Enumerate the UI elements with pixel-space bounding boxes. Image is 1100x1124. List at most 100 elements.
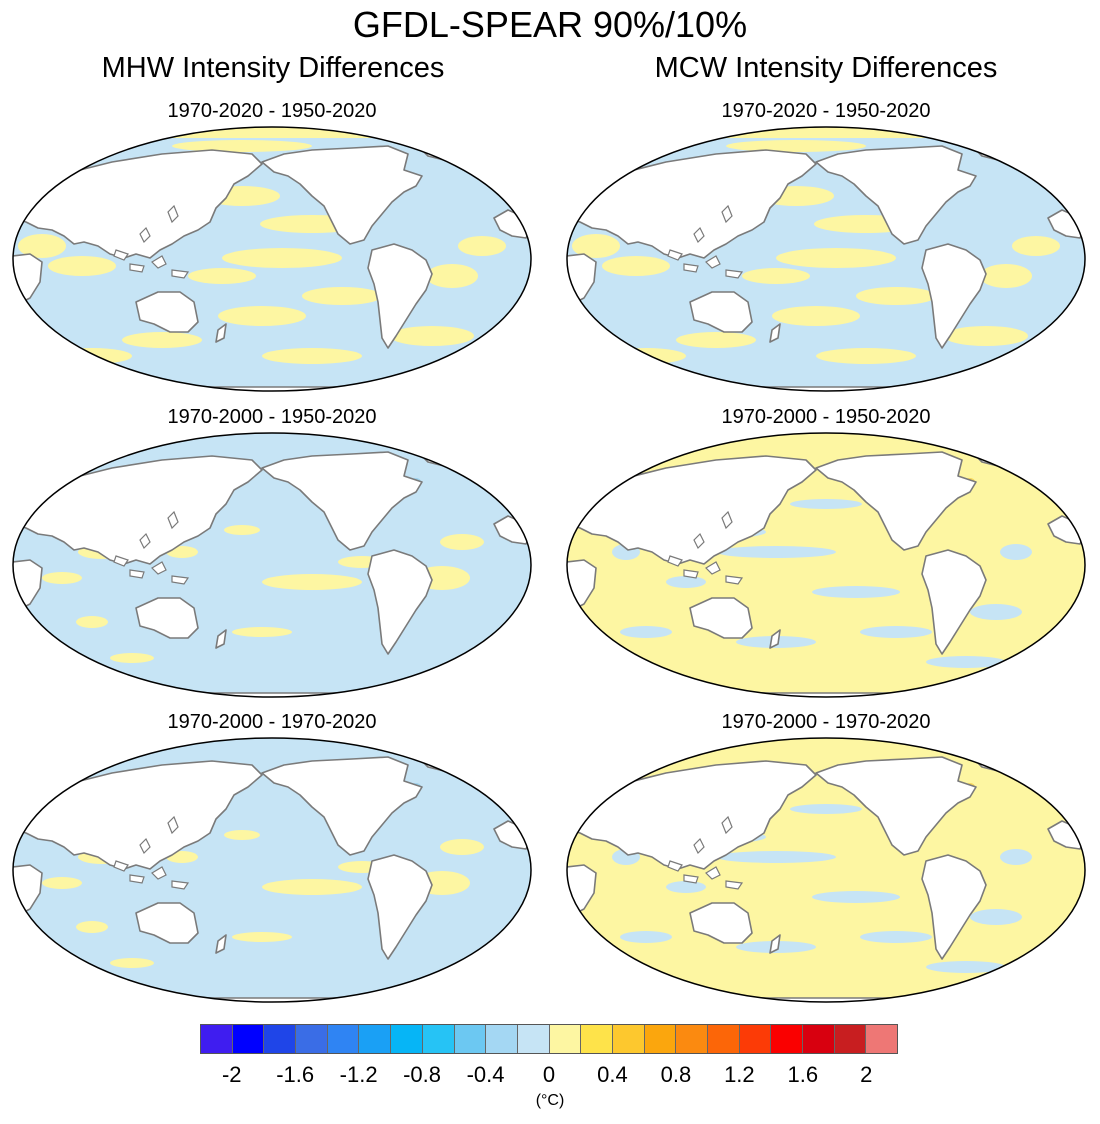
- island: [151, 866, 167, 880]
- anomaly-patch: [726, 140, 866, 152]
- landmass-eurasia: [13, 760, 263, 870]
- map-border: [12, 126, 532, 392]
- anomaly-patch: [122, 332, 202, 348]
- anomaly-patch: [76, 921, 108, 933]
- figure-title: GFDL-SPEAR 90%/10%: [352, 4, 748, 45]
- island: [693, 837, 705, 855]
- landmass-eurasia: [567, 455, 817, 565]
- anomaly-patch: [572, 234, 620, 258]
- colorbar-swatch: [296, 1025, 328, 1053]
- island: [151, 255, 167, 269]
- landmass-nz: [769, 323, 781, 343]
- landmass-eurasia: [567, 760, 817, 870]
- panel-title-mhw-3: 1970-2000 - 1970-2020: [167, 711, 377, 733]
- colorbar-tick-label: 1.6: [787, 1062, 819, 1087]
- landmass-south-america: [367, 243, 433, 349]
- landmass-south-america: [921, 243, 987, 349]
- island: [139, 226, 151, 244]
- anomaly-patch: [860, 931, 932, 943]
- island: [129, 263, 145, 273]
- anomaly-patch: [440, 839, 484, 855]
- map-border: [566, 737, 1086, 1003]
- panel-title-mcw-2: 1970-2000 - 1950-2020: [721, 406, 931, 428]
- anomaly-spot: [402, 441, 414, 451]
- colorbar-swatch: [454, 1025, 487, 1053]
- landmass-south-america: [921, 549, 987, 655]
- anomaly-patch: [970, 604, 1022, 620]
- anomaly-patch: [790, 804, 862, 814]
- landmass-alaska-na: [261, 756, 423, 856]
- anomaly-patch: [812, 586, 900, 598]
- landmass-alaska-na: [815, 451, 977, 551]
- anomaly-patch: [224, 525, 260, 535]
- anomaly-patch: [856, 287, 936, 305]
- anomaly-patch: [218, 306, 306, 326]
- anomaly-patch: [742, 268, 810, 284]
- island: [721, 510, 733, 530]
- island: [113, 860, 129, 872]
- colorbar-tick-label: -2: [221, 1062, 242, 1087]
- map-mhw-1970-2020-vs-1950-2020: [12, 126, 532, 392]
- colorbar-swatch: [359, 1025, 392, 1053]
- colorbar-tick-label: 0.8: [660, 1062, 692, 1087]
- island: [129, 569, 145, 579]
- anomaly-patch: [926, 656, 1006, 668]
- map-border: [566, 432, 1086, 698]
- anomaly-patch: [812, 891, 900, 903]
- island: [721, 815, 733, 835]
- landmass-south-america: [367, 549, 433, 655]
- island: [683, 874, 699, 884]
- anomaly-patch: [172, 140, 312, 152]
- island: [171, 269, 190, 279]
- landmass-nz: [215, 629, 227, 649]
- island: [167, 815, 179, 835]
- anomaly-patch: [188, 268, 256, 284]
- colorbar-units: (°C): [535, 1092, 565, 1109]
- landmass-australia: [135, 291, 199, 333]
- panel-title-mhw-2: 1970-2000 - 1950-2020: [167, 406, 377, 428]
- landmass-eurasia: [13, 149, 263, 259]
- island: [113, 555, 129, 567]
- landmass-australia: [135, 902, 199, 944]
- colorbar-tick-label: -1.6: [276, 1062, 315, 1087]
- landmass-nz: [215, 934, 227, 954]
- island: [705, 255, 721, 269]
- landmass-alaska-na: [815, 145, 977, 245]
- anomaly-patch: [790, 499, 862, 509]
- anomaly-patch: [676, 332, 756, 348]
- colorbar-swatch: [834, 1025, 867, 1053]
- anomaly-patch: [440, 534, 484, 550]
- colorbar-swatch: [866, 1025, 898, 1053]
- anomaly-patch: [232, 932, 292, 942]
- anomaly-spot: [956, 441, 968, 451]
- arctic-band: [13, 738, 531, 749]
- arctic-band: [13, 433, 531, 444]
- map-border: [566, 126, 1086, 392]
- island: [129, 874, 145, 884]
- map-border: [12, 432, 532, 698]
- colorbar-swatch: [327, 1025, 360, 1053]
- anomaly-patch: [232, 627, 292, 637]
- island: [725, 880, 744, 890]
- colorbar-swatch: [422, 1025, 455, 1053]
- anomaly-patch: [860, 626, 932, 638]
- colorbar-swatch: [644, 1025, 677, 1053]
- anomaly-patch: [52, 348, 132, 364]
- island: [171, 880, 190, 890]
- map-mcw-1970-2020-vs-1950-2020: [566, 126, 1086, 392]
- island: [667, 860, 683, 872]
- island: [139, 532, 151, 550]
- colorbar-tick-label: 1.2: [724, 1062, 755, 1087]
- map-mhw-1970-2000-vs-1970-2020: [12, 737, 532, 1003]
- landmass-australia: [689, 597, 753, 639]
- island: [171, 575, 190, 585]
- colorbar-tick-label: 0: [542, 1062, 556, 1087]
- colorbar-swatch: [739, 1025, 772, 1053]
- colorbar-swatch: [486, 1025, 518, 1053]
- column-title-mhw: MHW Intensity Differences: [101, 52, 445, 84]
- anomaly-patch: [262, 574, 362, 590]
- colorbar-swatch: [549, 1025, 582, 1053]
- anomaly-patch: [602, 256, 670, 276]
- colorbar-tick-label: 0.4: [597, 1062, 628, 1087]
- colorbar-swatch: [264, 1025, 297, 1053]
